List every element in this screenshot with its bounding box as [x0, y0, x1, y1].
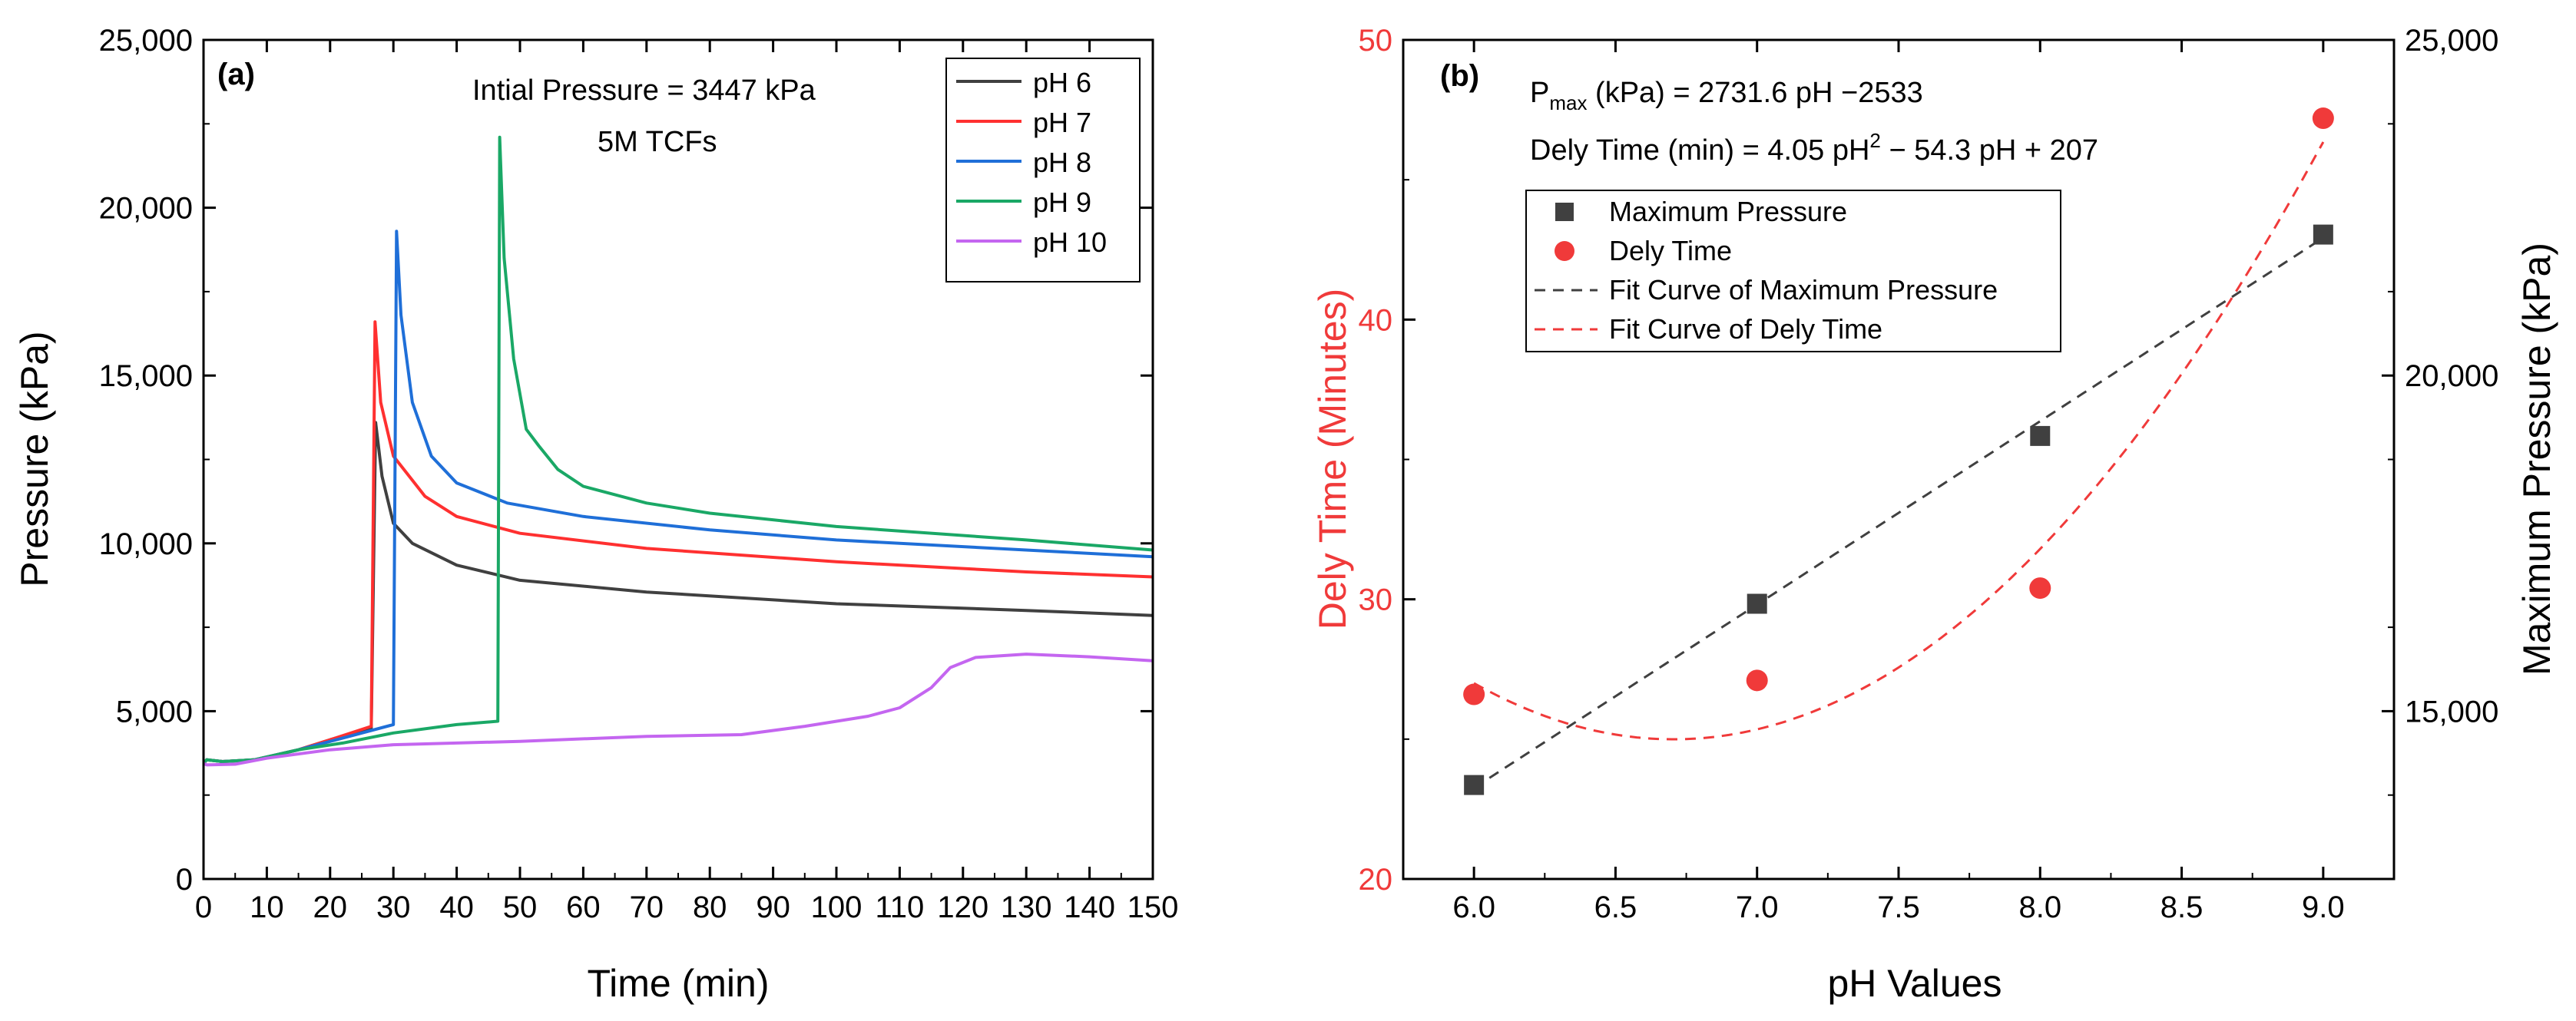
- b-x-tick-label: 9.0: [2302, 890, 2345, 924]
- series-line-ph-6: [202, 421, 1154, 765]
- fit-curve-max-pressure: [1473, 236, 2324, 789]
- a-y-tick-label: 10,000: [99, 527, 193, 561]
- legend-label-ph-7: pH 7: [1033, 107, 1091, 138]
- series-line-ph-7: [202, 320, 1154, 765]
- panel-b-right-axis-title: Maximum Pressure (kPa): [2515, 243, 2558, 676]
- b-x-tick-label: 7.5: [1877, 890, 1920, 924]
- a-x-tick-label: 100: [811, 890, 863, 924]
- panel-a-label: (a): [217, 58, 255, 91]
- initial-pressure-annotation: Intial Pressure = 3447 kPa: [472, 74, 816, 107]
- panel-a-legend-box: [945, 58, 1141, 283]
- legend-label-fit-curve-of-maximum-pressure: Fit Curve of Maximum Pressure: [1609, 274, 1998, 306]
- b-left-tick-label: 20: [1359, 863, 1393, 897]
- legend-label-fit-curve-of-dely-time: Fit Curve of Dely Time: [1609, 313, 1882, 345]
- tcfs-annotation: 5M TCFs: [598, 126, 717, 158]
- panel-a: 0 10 20 30 40 50 60 70 80 90 100 110 120 130 140 150 0 5,…: [13, 24, 1178, 1005]
- a-y-tick-label: 20,000: [99, 192, 193, 226]
- pmax-equation: Pmax (kPa) = 2731.6 pH −2533: [1530, 77, 1923, 114]
- delay-time-point: [2029, 577, 2051, 600]
- a-y-tick-label: 0: [176, 863, 193, 897]
- a-x-tick-label: 10: [250, 890, 284, 924]
- legend-label-ph-6: pH 6: [1033, 67, 1091, 98]
- delay-eq-rest: − 54.3 pH + 207: [1881, 134, 2098, 167]
- delay-time-point: [1463, 683, 1485, 705]
- a-x-tick-label: 40: [439, 890, 474, 924]
- panel-b-fit-curves: [1473, 141, 2325, 789]
- legend-label-ph-8: pH 8: [1033, 147, 1091, 178]
- panel-b-label: (b): [1440, 59, 1479, 93]
- legend-label-maximum-pressure: Maximum Pressure: [1609, 196, 1847, 227]
- panel-b-legend: Maximum Pressure Dely Time Fit Curve of Ma…: [1525, 190, 2061, 352]
- a-x-tick-label: 80: [693, 890, 727, 924]
- a-y-tick-label: 25,000: [99, 24, 193, 58]
- a-x-tick-label: 20: [313, 890, 348, 924]
- a-x-tick-label: 50: [503, 890, 538, 924]
- a-x-tick-label: 0: [195, 890, 212, 924]
- a-x-tick-label: 150: [1127, 890, 1179, 924]
- panel-b-legend-box: [1525, 190, 2061, 352]
- b-left-tick-label: 40: [1359, 303, 1393, 337]
- panel-b: 6.0 6.5 7.0 7.5 8.0 8.5 9.0 20 30 40 50 15,000 20,00…: [1311, 24, 2558, 1005]
- a-x-tick-label: 140: [1064, 890, 1115, 924]
- legend-label-dely-time: Dely Time: [1609, 235, 1732, 266]
- delay-time-point: [1746, 669, 1768, 692]
- legend-swatch-maximum-pressure: [1555, 203, 1574, 221]
- legend-label-ph-10: pH 10: [1033, 226, 1107, 258]
- panel-a-ticks: 0 10 20 30 40 50 60 70 80 90 100 110 120 130 140 150 0 5,…: [99, 24, 1179, 924]
- panel-b-x-axis-title: pH Values: [1828, 962, 2002, 1005]
- panel-b-ticks: 6.0 6.5 7.0 7.5 8.0 8.5 9.0 20 30 40 50 15,000 20,00…: [1359, 24, 2499, 924]
- a-x-tick-label: 130: [1001, 890, 1052, 924]
- b-x-tick-label: 7.0: [1736, 890, 1779, 924]
- delay-equation: Dely Time (min) = 4.05 pH2 − 54.3 pH + 2…: [1530, 129, 2098, 167]
- panel-b-plot-frame: [1402, 38, 2396, 881]
- panel-a-legend: pH 6 pH 7 pH 8 pH 9 pH 10: [945, 58, 1141, 283]
- pmax-eq-rest: (kPa) = 2731.6 pH −2533: [1587, 77, 1922, 109]
- max-pressure-point: [1747, 593, 1767, 614]
- a-x-tick-label: 110: [876, 890, 925, 924]
- a-x-tick-label: 60: [566, 890, 601, 924]
- a-x-tick-label: 90: [756, 890, 790, 924]
- a-x-tick-label: 70: [630, 890, 664, 924]
- series-line-ph-8: [202, 230, 1154, 765]
- b-right-tick-label: 20,000: [2405, 359, 2498, 393]
- panel-b-left-axis-title: Dely Time (Minutes): [1311, 289, 1354, 630]
- a-y-tick-label: 5,000: [116, 695, 193, 729]
- panel-a-plot-frame: [202, 38, 1154, 881]
- a-x-tick-label: 120: [937, 890, 988, 924]
- max-pressure-point: [2313, 224, 2333, 245]
- a-x-tick-label: 30: [376, 890, 411, 924]
- b-left-tick-label: 50: [1359, 24, 1393, 58]
- panel-a-x-axis-title: Time (min): [587, 962, 769, 1005]
- panel-b-data-points: [1463, 107, 2334, 795]
- max-pressure-point: [2030, 425, 2051, 446]
- legend-swatch-dely-time: [1555, 241, 1574, 261]
- a-y-tick-label: 15,000: [99, 359, 193, 393]
- delay-time-point: [2312, 107, 2334, 130]
- panel-a-series-lines: [202, 135, 1154, 767]
- b-left-tick-label: 30: [1359, 583, 1393, 617]
- b-right-tick-label: 15,000: [2405, 695, 2498, 729]
- max-pressure-point: [1464, 775, 1485, 795]
- b-x-tick-label: 8.5: [2160, 890, 2204, 924]
- b-right-tick-label: 25,000: [2405, 24, 2498, 58]
- delay-eq-prefix: Dely Time (min) = 4.05 pH: [1530, 134, 1869, 167]
- pmax-eq-sub: max: [1549, 91, 1587, 114]
- panel-a-y-axis-title: Pressure (kPa): [13, 331, 56, 586]
- b-x-tick-label: 6.0: [1452, 890, 1495, 924]
- legend-label-ph-9: pH 9: [1033, 187, 1091, 218]
- b-x-tick-label: 6.5: [1594, 890, 1637, 924]
- b-x-tick-label: 8.0: [2018, 890, 2061, 924]
- series-line-ph-10: [203, 653, 1154, 767]
- fit-curve-delay-time: [1473, 141, 2325, 741]
- pmax-eq-prefix: P: [1530, 77, 1549, 109]
- delay-eq-sup: 2: [1869, 129, 1880, 152]
